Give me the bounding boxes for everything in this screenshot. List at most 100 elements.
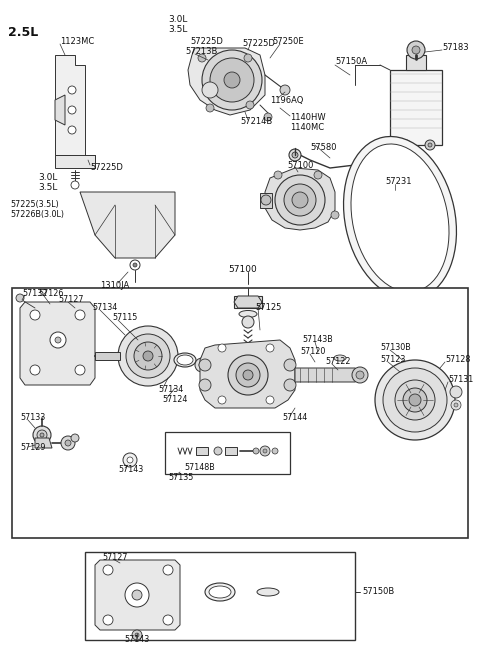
Circle shape (404, 143, 408, 147)
Polygon shape (55, 95, 65, 125)
Circle shape (198, 54, 206, 62)
Text: 3.0L: 3.0L (38, 174, 58, 183)
Circle shape (292, 152, 298, 158)
Circle shape (210, 58, 254, 102)
Circle shape (143, 351, 153, 361)
Text: 1140MC: 1140MC (290, 124, 324, 132)
Ellipse shape (174, 353, 196, 367)
Text: 57226B(3.0L): 57226B(3.0L) (10, 210, 64, 219)
Circle shape (202, 50, 262, 110)
Circle shape (314, 171, 322, 179)
Polygon shape (55, 55, 95, 165)
Text: 1310JA: 1310JA (100, 282, 130, 291)
Text: 57231: 57231 (385, 178, 411, 187)
Circle shape (352, 367, 368, 383)
Circle shape (199, 362, 205, 368)
Circle shape (132, 590, 142, 600)
Circle shape (125, 583, 149, 607)
Text: 57128: 57128 (445, 356, 470, 364)
Circle shape (275, 175, 325, 225)
Polygon shape (80, 192, 175, 258)
Text: 57144: 57144 (282, 413, 307, 422)
Text: 57148B: 57148B (185, 464, 216, 472)
Circle shape (395, 380, 435, 420)
Text: 57100: 57100 (287, 160, 313, 170)
Text: 57124: 57124 (162, 396, 187, 405)
Polygon shape (95, 560, 180, 630)
Circle shape (214, 447, 222, 455)
Circle shape (224, 72, 240, 88)
Polygon shape (20, 302, 95, 385)
Bar (234, 296, 262, 308)
Circle shape (103, 615, 113, 625)
Circle shape (71, 434, 79, 442)
Text: 3.0L: 3.0L (168, 16, 187, 24)
Circle shape (206, 104, 214, 112)
Circle shape (383, 368, 447, 432)
Text: 57100: 57100 (228, 265, 257, 274)
Circle shape (130, 260, 140, 270)
Circle shape (202, 82, 218, 98)
Circle shape (71, 181, 79, 189)
Text: 1140HW: 1140HW (290, 113, 325, 122)
Bar (260, 193, 272, 208)
Circle shape (263, 449, 267, 453)
Circle shape (264, 113, 272, 121)
Circle shape (375, 360, 455, 440)
Ellipse shape (177, 355, 193, 365)
Text: 57143B: 57143B (302, 335, 333, 345)
Text: 57132: 57132 (22, 290, 48, 299)
Circle shape (280, 85, 290, 95)
Text: 57126: 57126 (38, 290, 63, 299)
Text: 57134: 57134 (158, 386, 183, 394)
Circle shape (292, 192, 308, 208)
Circle shape (244, 54, 252, 62)
Text: 2.5L: 2.5L (8, 26, 38, 39)
Text: 57129: 57129 (20, 443, 46, 453)
Circle shape (40, 433, 44, 437)
Circle shape (30, 310, 40, 320)
Text: 57250E: 57250E (272, 37, 304, 47)
Circle shape (30, 365, 40, 375)
Text: 57125: 57125 (255, 303, 281, 312)
Polygon shape (295, 368, 358, 382)
Text: 57127: 57127 (58, 295, 84, 305)
Bar (12, 288, 468, 538)
Circle shape (243, 370, 253, 380)
Polygon shape (196, 447, 208, 455)
Text: 57120: 57120 (300, 348, 325, 356)
Circle shape (284, 379, 296, 391)
Circle shape (331, 211, 339, 219)
Ellipse shape (239, 310, 257, 318)
Text: 57225(3.5L): 57225(3.5L) (10, 200, 59, 210)
Text: 57225D: 57225D (90, 164, 123, 172)
Circle shape (199, 359, 211, 371)
Circle shape (266, 396, 274, 404)
Ellipse shape (209, 586, 231, 598)
Ellipse shape (344, 136, 456, 299)
Circle shape (242, 316, 254, 328)
Text: 57123: 57123 (380, 356, 406, 364)
Ellipse shape (257, 588, 279, 596)
Circle shape (274, 171, 282, 179)
Circle shape (195, 358, 209, 372)
Circle shape (199, 379, 211, 391)
Circle shape (75, 365, 85, 375)
Circle shape (103, 565, 113, 575)
Circle shape (132, 630, 142, 640)
Text: 57225D: 57225D (190, 37, 223, 47)
Circle shape (260, 446, 270, 456)
Ellipse shape (205, 583, 235, 601)
Text: 1196AQ: 1196AQ (270, 96, 303, 105)
Circle shape (253, 448, 259, 454)
Text: 57135: 57135 (168, 474, 193, 483)
Circle shape (68, 106, 76, 114)
Circle shape (127, 457, 133, 463)
Circle shape (454, 403, 458, 407)
Circle shape (55, 337, 61, 343)
Text: 57580: 57580 (310, 143, 336, 153)
Circle shape (451, 400, 461, 410)
Circle shape (37, 430, 47, 440)
Circle shape (284, 184, 316, 216)
Text: 57130B: 57130B (380, 343, 411, 352)
